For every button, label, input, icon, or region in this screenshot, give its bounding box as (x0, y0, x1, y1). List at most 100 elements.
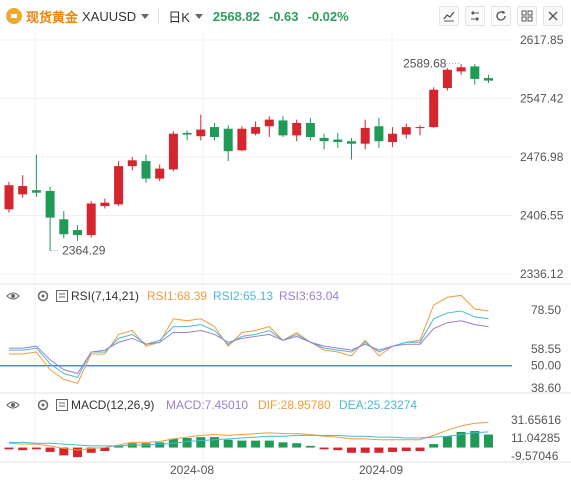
time-axis: 2024-08 2024-09 (170, 463, 403, 477)
candlestick-chart[interactable]: 2617.85 2547.42 2476.98 2406.55 2336.12 2589… (0, 32, 571, 484)
macd-histogram-bar (470, 431, 480, 448)
candle-body (114, 166, 124, 205)
chart-header: 现货黄金 XAUUSD 日K 2568.82 -0.63 -0.02% (0, 0, 571, 32)
candle-body (127, 160, 137, 167)
macd-histogram-bar (182, 438, 192, 448)
grid-layout-icon[interactable] (517, 6, 537, 26)
time-tick-label: 2024-09 (359, 463, 403, 477)
macd-histogram-bar (223, 439, 233, 448)
candle-body (182, 132, 192, 135)
price-change: -0.63 (268, 8, 299, 24)
price-change-percent: -0.02% (307, 8, 349, 24)
macd-histogram-bar (456, 431, 466, 448)
candle-body (86, 203, 96, 236)
macd-histogram-bar (347, 447, 356, 453)
macd-histogram-bar (264, 440, 274, 448)
candle-body (470, 66, 480, 79)
chevron-down-icon[interactable] (194, 13, 203, 19)
candle-body (4, 185, 14, 210)
price-candles (4, 62, 493, 252)
macd-histogram-bar (31, 447, 41, 450)
eye-icon[interactable] (6, 292, 20, 300)
close-icon[interactable] (543, 6, 563, 26)
macd-histogram-bar (333, 447, 343, 451)
rsi1-value: RSI1:68.39 (147, 289, 207, 303)
macd-histogram-bar (237, 440, 247, 448)
settings-sliders-icon[interactable] (465, 6, 485, 26)
macd-tick-label: 11.04285 (511, 431, 560, 445)
refresh-icon[interactable] (491, 6, 511, 26)
macd-histogram-bar (45, 447, 55, 452)
gold-coin-icon (6, 8, 22, 24)
rsi-tick-label: 38.60 (531, 381, 561, 395)
candle-body (429, 89, 439, 128)
price-axis: 2617.85 2547.42 2476.98 2406.55 2336.12 (520, 33, 564, 281)
candle-body (292, 122, 302, 136)
candle-body (388, 133, 398, 143)
period-selector[interactable]: 日K (168, 9, 190, 25)
macd-histogram-bar (388, 447, 398, 452)
candle-body (196, 129, 206, 137)
indicator-menu-icon[interactable] (56, 290, 68, 302)
macd-histogram-bar (4, 447, 14, 450)
settings-gear-icon[interactable] (37, 399, 49, 411)
macd-histogram-bar (292, 443, 302, 448)
candle-body (100, 202, 110, 206)
divider (158, 8, 160, 24)
candle-body (45, 191, 55, 218)
time-tick-label: 2024-08 (170, 463, 214, 477)
macd-histogram-bar (18, 447, 28, 451)
candle-body (333, 139, 343, 143)
candle-body (456, 67, 466, 72)
dea-value: DEA:25.23274 (339, 398, 417, 412)
candle-body (305, 122, 315, 138)
candle-body (484, 78, 493, 81)
dea-line (9, 431, 489, 447)
toolbar (439, 6, 563, 26)
macd-histogram-bar (360, 447, 370, 453)
price-tick-label: 2406.55 (520, 209, 564, 223)
eye-icon[interactable] (6, 401, 20, 409)
macd-histogram-bar (319, 447, 329, 450)
macd-histogram-bar (100, 447, 110, 452)
candle-body (59, 219, 69, 235)
rsi-panel-header: RSI(7,14,21) RSI1:68.39 RSI2:65.13 RSI3:… (6, 289, 339, 303)
macd-histogram-bar (442, 436, 452, 448)
candle-body (223, 128, 233, 152)
candle-body (141, 161, 151, 179)
price-tick-label: 2336.12 (520, 267, 564, 281)
high-annotation: 2589.68 (403, 56, 447, 70)
macd-histogram-bar (429, 444, 439, 448)
macd-tick-label: 31.65616 (511, 413, 561, 427)
rsi-tick-label: 50.00 (531, 359, 561, 373)
rsi-tick-label: 58.55 (531, 342, 561, 356)
candle-body (210, 127, 219, 138)
rsi3-value: RSI3:63.04 (279, 289, 339, 303)
candle-body (73, 230, 82, 236)
macd-tick-label: -9.57046 (511, 449, 559, 463)
macd-histogram-bar (251, 440, 261, 448)
candle-body (360, 127, 370, 144)
line-chart-icon[interactable] (439, 6, 459, 26)
last-price: 2568.82 (212, 8, 260, 24)
indicator-menu-icon[interactable] (56, 399, 68, 411)
macd-panel: 31.65616 11.04285 -9.57046 (4, 413, 561, 463)
macd-histogram-bar (415, 447, 425, 452)
rsi-panel: 78.50 58.55 50.00 38.60 (0, 294, 561, 395)
rsi-tick-label: 78.50 (531, 303, 561, 317)
symbol-name[interactable]: 现货黄金 (26, 9, 79, 25)
candle-body (264, 119, 274, 127)
candle-body (155, 168, 165, 179)
dif-value: DIF:28.95780 (258, 398, 331, 412)
candle-body (374, 126, 384, 142)
macd-histogram-bar (278, 442, 288, 448)
chevron-down-icon[interactable] (141, 13, 150, 19)
candle-body (319, 137, 329, 142)
candle-body (168, 133, 178, 170)
macd-histogram-bar (305, 445, 315, 448)
chart-grid (0, 32, 571, 463)
macd-histogram-bar (114, 445, 124, 448)
settings-gear-icon[interactable] (37, 290, 49, 302)
dif-line (8, 421, 489, 451)
symbol-code[interactable]: XAUUSD (82, 8, 137, 24)
